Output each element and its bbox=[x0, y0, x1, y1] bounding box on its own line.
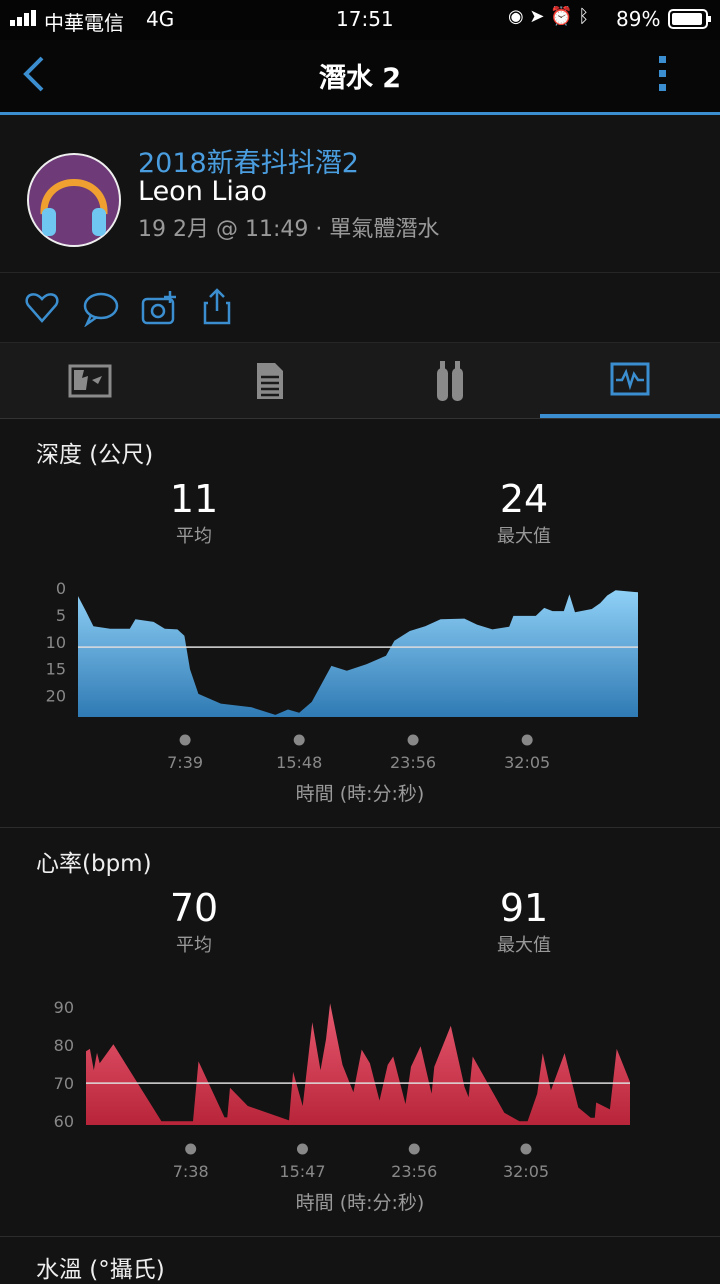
x-tick-label: 32:05 bbox=[504, 753, 550, 772]
hr-x-axis-label: 時間 (時:分:秒) bbox=[295, 1192, 425, 1214]
battery-icon bbox=[668, 9, 711, 29]
nav-bar: 潛水 2 bbox=[0, 40, 720, 115]
x-tick-label: 15:48 bbox=[276, 753, 322, 772]
water-temp-title[interactable]: 水溫 (°攝氏) bbox=[36, 1257, 165, 1283]
tanks-icon bbox=[437, 360, 463, 401]
divider bbox=[0, 1236, 720, 1237]
y-tick-label: 0 bbox=[56, 579, 66, 598]
share-icon[interactable] bbox=[202, 287, 232, 327]
x-tick-label: 23:56 bbox=[390, 753, 436, 772]
heart-rate-section: 心率(bpm) 70 平均 91 最大值 60 70 80 90 7:38 15:47 23… bbox=[0, 828, 720, 1236]
depth-title: 深度 (公尺) bbox=[36, 442, 154, 468]
activity-meta: 19 2月 @ 11:49 · 單氣體潛水 bbox=[138, 217, 440, 242]
more-vertical-icon[interactable] bbox=[656, 54, 670, 94]
tab-tanks[interactable] bbox=[360, 343, 540, 418]
activity-name[interactable]: 2018新春抖抖潛2 bbox=[138, 148, 359, 179]
page-title: 潛水 2 bbox=[318, 63, 402, 94]
y-tick-label: 5 bbox=[56, 606, 66, 625]
x-tick-label: 23:56 bbox=[391, 1162, 437, 1181]
comment-icon[interactable] bbox=[82, 291, 120, 327]
add-photo-icon[interactable] bbox=[140, 289, 180, 327]
y-tick-label: 60 bbox=[54, 1112, 74, 1131]
depth-section: 深度 (公尺) 11 平均 24 最大值 0 5 10 15 20 7:39 15:48 23… bbox=[0, 419, 720, 827]
chevron-left-icon[interactable] bbox=[20, 54, 46, 94]
x-tick-dot bbox=[293, 734, 305, 746]
depth-x-axis-label: 時間 (時:分:秒) bbox=[295, 783, 425, 805]
divider bbox=[0, 827, 720, 828]
hr-max-label: 最大值 bbox=[497, 935, 551, 956]
heart-icon[interactable] bbox=[24, 291, 60, 325]
signal-icon bbox=[10, 10, 36, 26]
data-area bbox=[78, 590, 638, 717]
tab-bar bbox=[0, 343, 720, 419]
y-tick-label: 15 bbox=[46, 660, 66, 679]
tab-details[interactable] bbox=[180, 343, 360, 418]
y-tick-label: 10 bbox=[46, 633, 66, 652]
status-bar: 中華電信 4G 17:51 ◉ ➤ ⏰ ᛒ 89% bbox=[0, 0, 720, 40]
x-tick-label: 32:05 bbox=[503, 1162, 549, 1181]
hr-max-value: 91 bbox=[499, 886, 549, 930]
heart-rate-title: 心率(bpm) bbox=[36, 851, 152, 877]
chart-icon bbox=[610, 362, 650, 395]
activity-header: 2018新春抖抖潛2 Leon Liao 19 2月 @ 11:49 · 單氣體… bbox=[0, 115, 720, 273]
carrier: 中華電信 bbox=[44, 11, 124, 35]
x-tick-dot bbox=[185, 1143, 197, 1155]
y-tick-label: 70 bbox=[54, 1074, 74, 1093]
y-tick-label: 20 bbox=[46, 687, 66, 706]
battery-percent: 89% bbox=[616, 7, 661, 31]
depth-max-value: 24 bbox=[499, 477, 549, 521]
x-tick-label: 7:39 bbox=[167, 753, 203, 772]
x-tick-label: 15:47 bbox=[279, 1162, 325, 1181]
depth-avg-label: 平均 bbox=[176, 526, 212, 547]
x-tick-dot bbox=[296, 1143, 308, 1155]
x-tick-dot bbox=[520, 1143, 532, 1155]
hr-avg-label: 平均 bbox=[176, 935, 212, 956]
x-tick-label: 7:38 bbox=[173, 1162, 209, 1181]
network: 4G bbox=[146, 7, 175, 31]
map-icon bbox=[68, 364, 112, 397]
y-tick-label: 80 bbox=[54, 1036, 74, 1055]
tab-map[interactable] bbox=[0, 343, 180, 418]
x-tick-dot bbox=[179, 734, 191, 746]
status-icons: ◉ ➤ ⏰ ᛒ bbox=[508, 6, 590, 27]
clock: 17:51 bbox=[336, 7, 394, 31]
details-icon bbox=[257, 362, 283, 399]
x-tick-dot bbox=[407, 734, 419, 746]
action-bar bbox=[0, 273, 720, 343]
depth-max-label: 最大值 bbox=[497, 526, 551, 547]
tab-charts[interactable] bbox=[540, 343, 720, 418]
depth-avg-value: 11 bbox=[169, 477, 219, 521]
y-tick-label: 90 bbox=[54, 998, 74, 1017]
hr-avg-value: 70 bbox=[169, 886, 219, 930]
depth-chart: 0 5 10 15 20 7:39 15:48 23:56 32:05 bbox=[46, 579, 638, 772]
x-tick-dot bbox=[521, 734, 533, 746]
user-name[interactable]: Leon Liao bbox=[138, 176, 268, 207]
x-tick-dot bbox=[408, 1143, 420, 1155]
data-area bbox=[86, 1003, 630, 1125]
avatar[interactable] bbox=[26, 152, 122, 248]
heart-rate-chart: 60 70 80 90 7:38 15:47 23:56 32:05 bbox=[54, 998, 630, 1181]
